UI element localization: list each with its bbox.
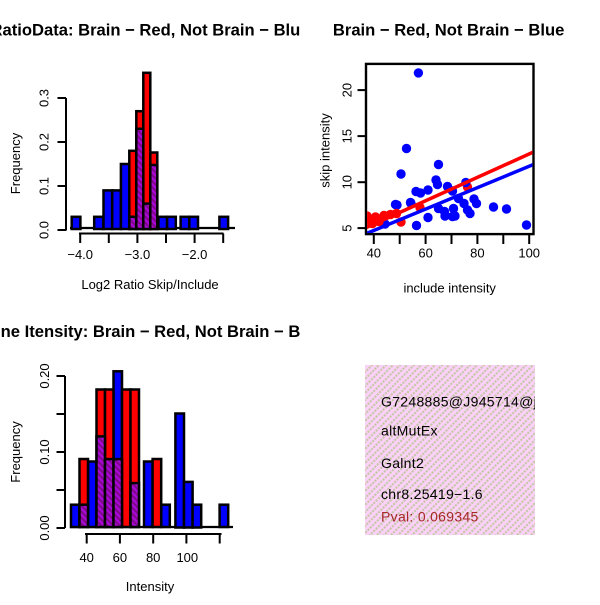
svg-text:60: 60 xyxy=(418,246,432,261)
svg-text:0.3: 0.3 xyxy=(37,89,52,107)
svg-text:−4.0: −4.0 xyxy=(67,247,93,262)
svg-text:0.2: 0.2 xyxy=(37,133,52,151)
svg-text:0.1: 0.1 xyxy=(37,177,52,195)
svg-text:−3.0: −3.0 xyxy=(125,247,151,262)
svg-text:Gene Itensity: Brain − Red, No: Gene Itensity: Brain − Red, Not Brain − … xyxy=(0,322,324,341)
svg-text:G7248885@J945714@j_4: G7248885@J945714@j_4 xyxy=(381,394,553,410)
svg-text:60: 60 xyxy=(113,550,127,565)
svg-text:Intensity: Intensity xyxy=(126,579,175,594)
svg-text:altMutEx: altMutEx xyxy=(381,423,438,439)
svg-text:−2.0: −2.0 xyxy=(182,247,208,262)
svg-text:20: 20 xyxy=(340,83,355,97)
svg-text:Frequency: Frequency xyxy=(8,132,23,194)
svg-text:40: 40 xyxy=(367,246,381,261)
svg-text:Log2 Ratio Skip/Include: Log2 Ratio Skip/Include xyxy=(81,277,218,292)
svg-text:Pval: 0.069345: Pval: 0.069345 xyxy=(381,509,479,525)
svg-text:chr8.25419−1.6: chr8.25419−1.6 xyxy=(381,486,483,502)
svg-text:include intensity: include intensity xyxy=(403,281,496,296)
svg-text:0.10: 0.10 xyxy=(37,439,52,464)
svg-text:100: 100 xyxy=(518,246,540,261)
svg-text:0.0: 0.0 xyxy=(37,221,52,239)
svg-text:100: 100 xyxy=(176,550,198,565)
svg-text:5: 5 xyxy=(340,224,355,231)
svg-text:10: 10 xyxy=(340,175,355,189)
svg-text:15: 15 xyxy=(340,129,355,143)
svg-text:skip intensity: skip intensity xyxy=(318,113,333,188)
svg-text:80: 80 xyxy=(146,550,160,565)
svg-text:80: 80 xyxy=(470,246,484,261)
svg-text:RatioData: Brain − Red, Not Br: RatioData: Brain − Red, Not Brain − Blue xyxy=(0,21,310,40)
svg-text:Frequency: Frequency xyxy=(8,421,23,483)
svg-text:40: 40 xyxy=(79,550,93,565)
svg-text:0.00: 0.00 xyxy=(37,515,52,540)
svg-text:0.20: 0.20 xyxy=(37,363,52,388)
svg-text:Galnt2: Galnt2 xyxy=(381,455,424,471)
svg-text:Brain − Red, Not Brain − Blue: Brain − Red, Not Brain − Blue xyxy=(333,21,564,40)
